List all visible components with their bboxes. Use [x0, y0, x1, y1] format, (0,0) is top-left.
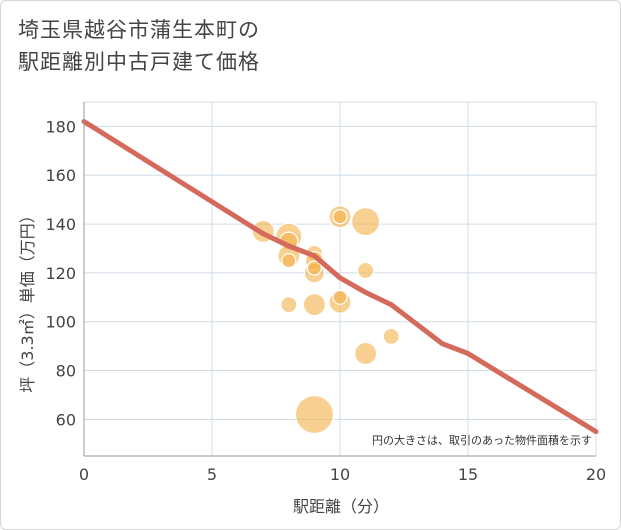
- bubble-point: [306, 260, 322, 276]
- bubble-point: [302, 293, 326, 317]
- x-tick-label: 10: [330, 465, 350, 484]
- grid-lines: [83, 101, 597, 457]
- bubble-point: [357, 261, 375, 280]
- x-tick-label: 15: [458, 465, 478, 484]
- trend-line: [81, 119, 599, 435]
- bubble-point: [382, 327, 400, 345]
- y-tick-label: 180: [45, 117, 76, 136]
- y-tick-label: 60: [56, 410, 76, 429]
- bubble-point: [354, 341, 378, 366]
- x-tick-label: 20: [586, 465, 606, 484]
- bubble-point: [281, 253, 297, 269]
- chart-title: 埼玉県越谷市蒲生本町の 駅距離別中古戸建て価格: [18, 14, 438, 78]
- bubble-point: [332, 209, 348, 225]
- chart-title-line-2: 駅距離別中古戸建て価格: [18, 50, 260, 74]
- x-tick-label: 5: [207, 465, 217, 484]
- x-axis-label: 駅距離（分）: [293, 497, 389, 516]
- bubble-point: [294, 394, 334, 435]
- tick-labels: 0 5 10 15 20 60 80 100 120 140 160 180: [45, 117, 606, 484]
- trend-series: [81, 119, 599, 435]
- x-tick-label: 0: [79, 465, 89, 484]
- y-tick-label: 100: [45, 313, 76, 332]
- y-tick-label: 120: [45, 264, 76, 283]
- y-tick-label: 80: [56, 362, 76, 381]
- axes: [83, 102, 596, 457]
- chart-title-line-1: 埼玉県越谷市蒲生本町の: [18, 18, 260, 42]
- y-axis-label: 坪（3.3㎡）単価（万円）: [18, 207, 37, 392]
- y-tick-label: 140: [45, 215, 76, 234]
- bubble-point: [280, 296, 298, 314]
- bubble-point: [332, 289, 348, 305]
- bubble-point: [351, 207, 381, 237]
- size-note: 円の大きさは、取引のあった物件面積を示す: [372, 433, 592, 447]
- y-tick-label: 160: [45, 166, 76, 185]
